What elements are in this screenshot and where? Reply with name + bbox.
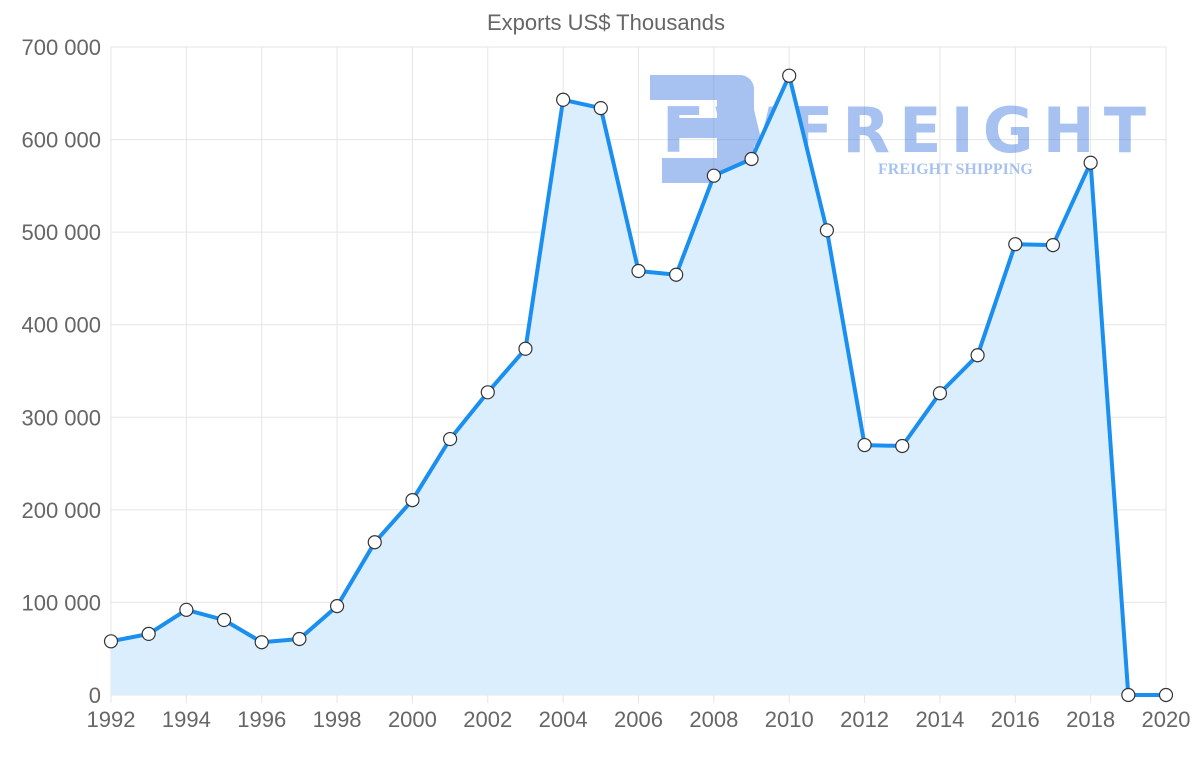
data-point (1008, 237, 1023, 252)
x-tick-label: 2014 (915, 707, 964, 732)
data-point (970, 348, 985, 363)
data-point (179, 602, 194, 617)
data-point (631, 263, 646, 279)
svg-text:FREIGHT SHIPPING: FREIGHT SHIPPING (878, 161, 1033, 178)
data-point (480, 385, 495, 400)
y-tick-label: 600 000 (21, 128, 101, 153)
data-point (932, 386, 948, 401)
data-point (103, 634, 119, 649)
x-tick-label: 2008 (689, 707, 738, 732)
y-tick-label: 300 000 (21, 405, 101, 430)
series-area (111, 75, 1166, 695)
data-point (443, 431, 458, 447)
data-point (895, 438, 910, 454)
x-tick-label: 1994 (162, 707, 211, 732)
data-point (782, 68, 797, 83)
x-tick-label: 2012 (840, 707, 889, 732)
data-point (405, 493, 420, 508)
x-tick-label: 2000 (388, 707, 437, 732)
x-tick-label: 1998 (313, 707, 362, 732)
y-tick-label: 100 000 (21, 590, 101, 615)
series-layer (103, 68, 1174, 703)
x-tick-label: 1992 (87, 707, 136, 732)
data-point (1121, 687, 1136, 703)
data-point (593, 100, 608, 116)
y-tick-label: 700 000 (21, 35, 101, 60)
data-point (292, 631, 307, 647)
watermark-logo: FWFREIGHT FREIGHT SHIPPING (650, 75, 1146, 183)
x-tick-label: 2002 (463, 707, 512, 732)
chart-title: Exports US$ Thousands (487, 10, 725, 35)
x-tick-label: 2018 (1066, 707, 1115, 732)
y-tick-label: 200 000 (21, 498, 101, 523)
data-point (518, 341, 533, 356)
data-point (329, 599, 345, 614)
data-point (857, 437, 872, 453)
data-point (1045, 238, 1061, 253)
data-point (1083, 155, 1098, 170)
y-axis-ticks: 0 100 000 200 000 300 000 400 000 500 000 600 … (21, 35, 101, 708)
data-point (556, 92, 571, 107)
y-tick-label: 400 000 (21, 313, 101, 338)
data-point (819, 223, 834, 238)
data-point (669, 267, 684, 282)
data-point (141, 626, 156, 642)
x-axis-ticks: 1992 1994 1996 1998 2000 2002 2004 2006 2008 2010… (87, 707, 1191, 732)
data-point (367, 535, 382, 550)
data-point (1158, 687, 1174, 703)
svg-text:FWFREIGHT: FWFREIGHT (662, 94, 1146, 167)
data-point (254, 635, 269, 650)
y-tick-label: 0 (89, 683, 101, 708)
data-point (216, 612, 232, 628)
x-tick-label: 2020 (1142, 707, 1191, 732)
x-tick-label: 2004 (539, 707, 588, 732)
data-point (744, 151, 759, 167)
x-tick-label: 2006 (614, 707, 663, 732)
data-point (706, 168, 721, 183)
x-tick-label: 1996 (237, 707, 286, 732)
y-tick-label: 500 000 (21, 220, 101, 245)
x-tick-label: 2010 (765, 707, 814, 732)
x-tick-label: 2016 (991, 707, 1040, 732)
